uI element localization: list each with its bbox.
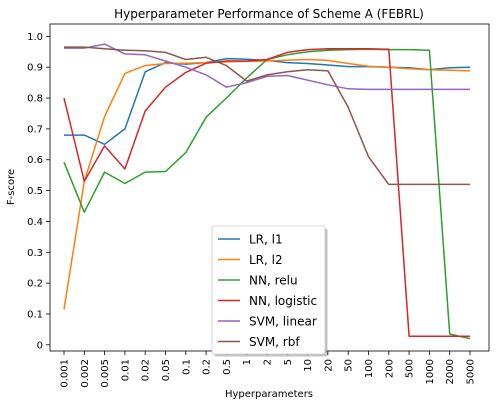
series-line-0 bbox=[64, 57, 471, 146]
x-tick-label: 10 bbox=[303, 359, 314, 372]
x-tick-label: 0.1 bbox=[181, 359, 192, 375]
series-lines bbox=[63, 43, 471, 340]
legend-label: SVM, rbf bbox=[249, 335, 300, 349]
legend-label: LR, l1 bbox=[249, 233, 283, 247]
x-tick-label: 0.01 bbox=[120, 359, 131, 381]
x-tick-label: 0.02 bbox=[141, 359, 152, 381]
x-tick-label: 500 bbox=[405, 359, 416, 378]
y-tick-label: 0.9 bbox=[27, 63, 43, 74]
y-tick-label: 0.1 bbox=[27, 309, 43, 320]
x-tick-label: 100 bbox=[364, 359, 375, 378]
y-tick-label: 0.6 bbox=[27, 155, 43, 166]
legend-label: NN, logistic bbox=[249, 294, 317, 308]
x-axis-title: Hyperparameters bbox=[225, 389, 313, 400]
x-tick-label: 0.5 bbox=[222, 359, 233, 375]
x-tick-label: 50 bbox=[344, 359, 355, 372]
series-line-4 bbox=[64, 43, 470, 91]
x-tick-label: 20 bbox=[323, 359, 334, 372]
x-tick-label: 5000 bbox=[466, 359, 477, 384]
y-axis: 0 0.1 0.2 0.3 0.4 0.5 0.6 0.7 0.8 0.9 1.0 bbox=[27, 32, 50, 351]
y-tick-label: 0.7 bbox=[27, 124, 43, 135]
series-line-3 bbox=[63, 47, 470, 337]
x-tick-label: 200 bbox=[384, 359, 395, 378]
x-tick-label: 2 bbox=[263, 359, 274, 365]
legend-label: LR, l2 bbox=[249, 253, 283, 267]
series-line-5 bbox=[64, 46, 470, 186]
y-tick-label: 0.8 bbox=[27, 94, 43, 105]
y-tick-label: 0 bbox=[37, 340, 43, 351]
x-axis: 0.001 0.002 0.005 0.01 0.02 0.05 0.1 0.2 0.5 1 2 5 1… bbox=[60, 351, 477, 388]
legend: LR, l1 LR, l2 NN, relu NN, logistic SVM, lin… bbox=[211, 225, 328, 357]
x-tick-label: 1 bbox=[242, 359, 253, 365]
x-tick-label: 0.002 bbox=[80, 359, 91, 388]
x-tick-label: 2000 bbox=[445, 359, 456, 384]
y-tick-label: 0.2 bbox=[27, 279, 43, 290]
y-tick-label: 0.5 bbox=[27, 186, 43, 197]
x-tick-label: 5 bbox=[283, 359, 294, 365]
y-axis-title: F-score bbox=[6, 169, 17, 205]
x-tick-label: 0.2 bbox=[202, 359, 213, 375]
y-tick-label: 1.0 bbox=[27, 32, 43, 43]
legend-box bbox=[211, 225, 326, 355]
x-tick-label: 0.001 bbox=[60, 359, 71, 388]
x-tick-label: 0.05 bbox=[161, 359, 172, 381]
x-tick-label: 1000 bbox=[425, 359, 436, 384]
x-tick-label: 0.005 bbox=[100, 359, 111, 388]
chart-title: Hyperparameter Performance of Scheme A (… bbox=[114, 7, 424, 21]
y-tick-label: 0.3 bbox=[27, 248, 43, 259]
series-line-1 bbox=[63, 58, 471, 310]
y-tick-label: 0.4 bbox=[27, 217, 43, 228]
legend-label: NN, relu bbox=[249, 274, 298, 288]
legend-label: SVM, linear bbox=[249, 315, 317, 329]
